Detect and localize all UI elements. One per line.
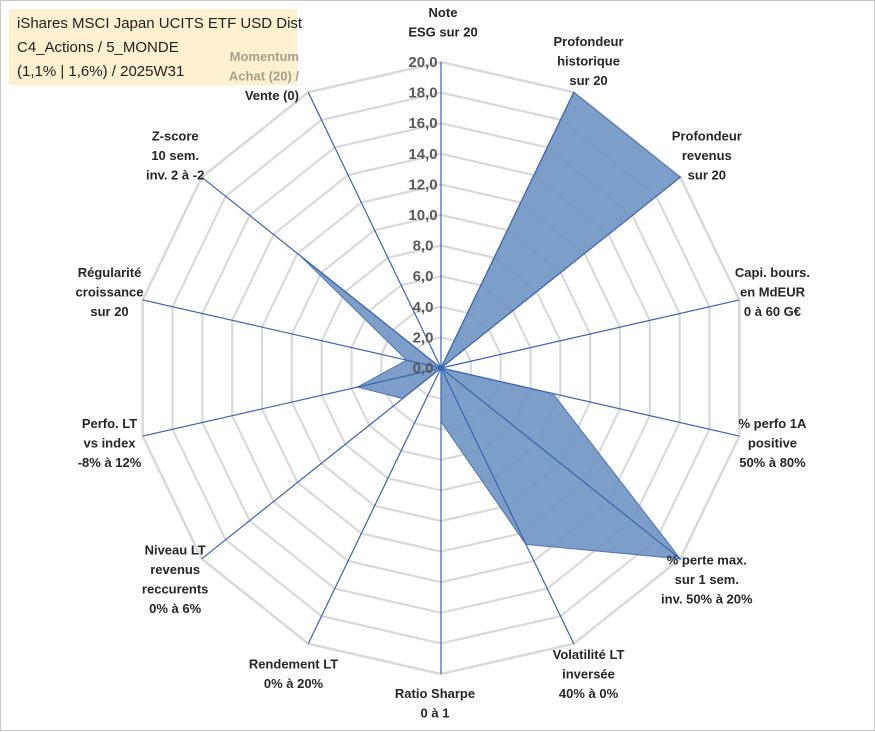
- axis-label: Ratio Sharpe 0 à 1: [395, 686, 475, 721]
- axis-label: Capi. bours. en MdEUR 0 à 60 G€: [735, 265, 810, 319]
- axis-label: Perfo. LT vs index -8% à 12%: [78, 416, 142, 470]
- axis-spoke: [440, 92, 575, 369]
- tick-label: 0,0: [413, 360, 434, 377]
- axis-spoke: [307, 92, 442, 369]
- data-point: [440, 367, 442, 369]
- data-point: [356, 386, 359, 388]
- axis-spoke: [440, 299, 740, 369]
- tick-label: 4,0: [413, 299, 434, 316]
- fund-stats-week: (1,1% | 1,6%) / 2025W31: [17, 63, 185, 80]
- axis-label: Profondeur historique sur 20: [553, 34, 623, 88]
- axis-label: % perfo 1A positive 50% à 80%: [739, 416, 808, 470]
- tick-label: 8,0: [413, 238, 434, 255]
- tick-label: 14,0: [408, 146, 437, 163]
- tick-label: 16,0: [408, 115, 437, 132]
- tick-label: 2,0: [413, 329, 434, 346]
- axis-label: Profondeur revenus sur 20: [672, 129, 742, 183]
- axis-spoke: [307, 367, 442, 644]
- data-point: [440, 420, 442, 423]
- axis-spoke: [142, 367, 442, 437]
- fund-name: iShares MSCI Japan UCITS ETF USD Dist: [17, 15, 303, 32]
- axis-spoke: [142, 299, 442, 369]
- axis-spoke: [201, 367, 442, 560]
- axis-label: Niveau LT revenus reccurents 0% à 6%: [142, 543, 208, 617]
- tick-label: 12,0: [408, 176, 437, 193]
- data-point: [525, 543, 527, 546]
- data-point: [299, 254, 301, 257]
- tick-label: 20,0: [408, 54, 437, 71]
- axis-spoke: [201, 176, 442, 369]
- axis-spoke: [440, 367, 575, 644]
- axis-label: Rendement LT 0% à 20%: [249, 657, 338, 692]
- data-series-area: [299, 91, 682, 560]
- tick-label: 18,0: [408, 85, 437, 102]
- chart-title-box: iShares MSCI Japan UCITS ETF USD Dist C4…: [9, 9, 302, 85]
- axis-label: Volatilité LT inversée 40% à 0%: [553, 647, 625, 701]
- axis-spoke: [440, 367, 740, 437]
- data-point: [552, 392, 554, 395]
- axis-label: Momentum Achat (20) / Vente (0): [229, 49, 299, 103]
- data-point: [679, 557, 682, 560]
- data-point: [405, 359, 408, 361]
- tick-label: 6,0: [413, 268, 434, 285]
- axis-label: % perte max. sur 1 sem. inv. 50% à 20%: [661, 552, 753, 606]
- tick-label: 10,0: [408, 207, 437, 224]
- axis-label: Note ESG sur 20: [408, 5, 477, 40]
- data-point: [401, 397, 404, 400]
- axis-spoke: [440, 367, 681, 560]
- fund-category: C4_Actions / 5_MONDE: [17, 39, 179, 56]
- axis-label: Z-score 10 sem. inv. 2 à -2: [146, 129, 204, 183]
- data-point: [572, 91, 575, 94]
- axis-label: Régularité croissance sur 20: [76, 265, 144, 319]
- data-point: [679, 176, 682, 179]
- axis-spoke: [440, 176, 681, 369]
